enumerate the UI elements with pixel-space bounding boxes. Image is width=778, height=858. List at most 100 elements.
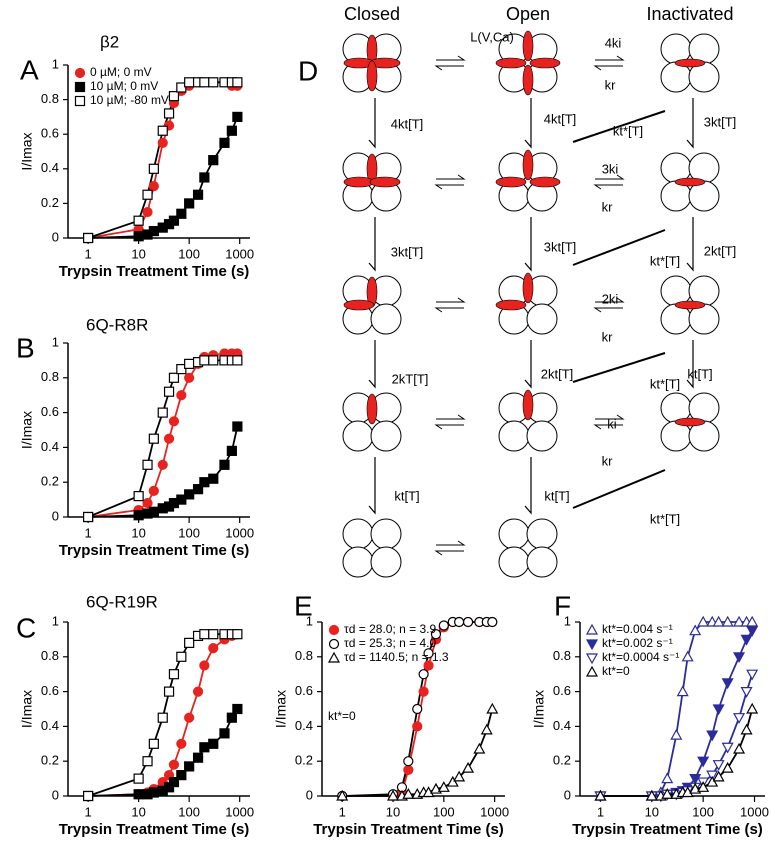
data-point: [219, 728, 230, 739]
x-tick-label: 1000: [480, 804, 509, 819]
data-point: [740, 723, 753, 735]
arrow: [524, 340, 532, 389]
data-point: [184, 637, 195, 648]
panel-title: 6Q-R19R: [86, 592, 158, 611]
legend-label: kt*=0.002 s⁻¹: [602, 636, 673, 650]
y-tick-label: 0.8: [553, 648, 571, 663]
subunit: [498, 546, 530, 578]
data-point: [746, 615, 759, 627]
y-tick-label: 0: [52, 508, 59, 523]
data-point: [697, 781, 710, 792]
arrow: [593, 184, 623, 190]
arrow: [434, 65, 464, 71]
data-point: [157, 459, 168, 470]
arrow: [436, 297, 466, 303]
x-tick-label: 1000: [740, 804, 769, 819]
channel-state: [342, 392, 402, 452]
x-axis-label: Trypsin Treatment Time (s): [572, 821, 763, 838]
data-point: [148, 787, 159, 798]
rate-label: kr: [602, 453, 614, 468]
rate-label: kt*[T]: [650, 376, 680, 391]
channel-state: [342, 518, 402, 578]
data-point: [208, 77, 219, 88]
arrow: [368, 340, 376, 389]
x-tick-label: 10: [386, 804, 400, 819]
panel-letter: F: [554, 590, 571, 621]
rate-label: 2kT[T]: [392, 371, 429, 386]
data-point: [706, 730, 719, 742]
data-point: [712, 704, 725, 716]
channel-state: [498, 518, 558, 578]
y-tick-label: 0.4: [553, 718, 571, 733]
gate: [522, 149, 534, 181]
arrow: [436, 540, 466, 546]
rate-label: 3kt[T]: [544, 239, 577, 254]
x-tick-label: 100: [178, 246, 200, 261]
data-point: [133, 491, 144, 502]
data-point: [712, 770, 725, 782]
data-point: [670, 728, 683, 740]
x-tick-label: 1: [339, 804, 346, 819]
data-point: [163, 386, 175, 397]
data-point: [192, 189, 204, 200]
data-point: [168, 372, 180, 383]
data-point: [402, 788, 415, 799]
data-point: [733, 615, 746, 627]
data-point: [199, 172, 210, 183]
data-point: [176, 738, 187, 749]
rate-label: 3ki: [602, 161, 619, 176]
x-tick-label: 10: [131, 246, 145, 261]
data-point: [208, 629, 219, 640]
x-tick-label: 10: [131, 804, 145, 819]
data-point: [199, 355, 210, 366]
arrow: [593, 424, 623, 430]
data-point: [706, 770, 719, 782]
data-point: [226, 712, 237, 723]
data-point: [336, 789, 349, 801]
legend-marker: [327, 651, 341, 663]
data-point: [163, 433, 175, 444]
y-tick-label: 0.2: [295, 753, 313, 768]
subunit: [526, 420, 558, 452]
data-point: [83, 232, 94, 244]
x-tick-label: 1000: [225, 804, 254, 819]
x-tick-label: 10: [645, 804, 659, 819]
data-point: [219, 137, 230, 148]
data-point: [176, 82, 187, 93]
gate: [495, 57, 527, 69]
data-point: [176, 364, 187, 375]
x-tick-label: 10: [131, 525, 145, 540]
arrow: [595, 297, 625, 303]
legend-marker: [585, 639, 599, 651]
data-point: [199, 77, 210, 88]
data-point: [83, 511, 94, 523]
data-point: [697, 615, 710, 627]
gate: [522, 64, 534, 96]
data-point: [142, 756, 153, 767]
data-point: [473, 742, 486, 754]
channel-state: [660, 152, 720, 212]
gate: [522, 30, 534, 62]
y-tick-label: 1: [306, 613, 313, 628]
data-point: [412, 721, 423, 732]
data-point: [712, 760, 725, 771]
gate: [529, 57, 561, 69]
diagonal-arrow: [572, 352, 666, 383]
data-point: [148, 181, 159, 192]
y-axis-label: I/Imax: [273, 690, 289, 728]
panel-title: 6Q-R8R: [86, 315, 148, 334]
legend-label: kt*=0.0004 s⁻¹: [602, 650, 679, 664]
y-tick-label: 0.8: [295, 648, 313, 663]
data-point: [437, 781, 450, 792]
column-header: Closed: [344, 4, 400, 24]
data-point: [148, 485, 159, 496]
data-point: [697, 756, 710, 768]
data-point: [176, 390, 187, 401]
data-point: [721, 742, 734, 754]
data-point: [148, 163, 159, 174]
data-point: [740, 686, 753, 698]
y-axis-label: I/Imax: [19, 690, 35, 728]
y-tick-label: 0.4: [41, 439, 59, 454]
data-point: [208, 642, 219, 654]
data-point: [487, 616, 498, 628]
